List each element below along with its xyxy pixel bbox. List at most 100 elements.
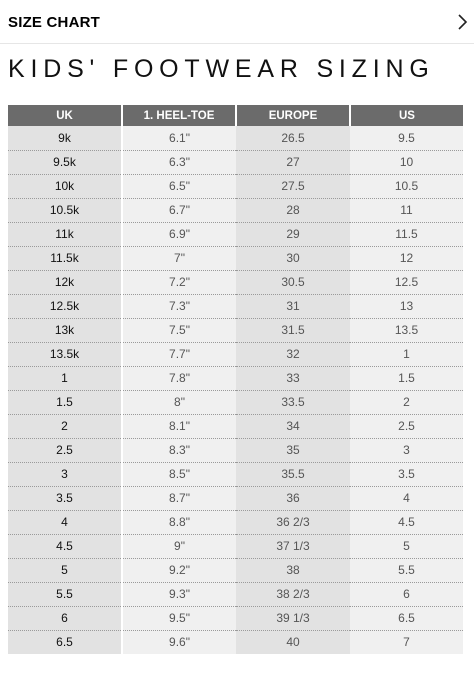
cell-europe: 36 bbox=[236, 486, 350, 511]
cell-europe: 34 bbox=[236, 414, 350, 439]
table-row: 10k 6.5" 27.5 10.5 bbox=[8, 174, 463, 199]
cell-heel-toe: 6.9" bbox=[122, 222, 236, 247]
cell-us: 2.5 bbox=[350, 414, 463, 439]
cell-us: 2 bbox=[350, 390, 463, 415]
cell-us: 11.5 bbox=[350, 222, 463, 247]
cell-europe: 40 bbox=[236, 630, 350, 654]
cell-heel-toe: 9.3" bbox=[122, 582, 236, 607]
cell-uk: 3 bbox=[8, 462, 123, 487]
cell-heel-toe: 9.5" bbox=[122, 606, 236, 631]
cell-heel-toe: 6.7" bbox=[122, 198, 236, 223]
cell-us: 5 bbox=[350, 534, 463, 559]
cell-uk: 10k bbox=[8, 174, 123, 199]
cell-us: 10.5 bbox=[350, 174, 463, 199]
cell-europe: 31 bbox=[236, 294, 350, 319]
table-row: 3.5 8.7" 36 4 bbox=[8, 486, 463, 511]
cell-heel-toe: 7.8" bbox=[122, 366, 236, 391]
cell-europe: 30.5 bbox=[236, 270, 350, 295]
cell-us: 5.5 bbox=[350, 558, 463, 583]
cell-uk: 5.5 bbox=[8, 582, 123, 607]
cell-heel-toe: 7.2" bbox=[122, 270, 236, 295]
table-row: 3 8.5" 35.5 3.5 bbox=[8, 462, 463, 487]
cell-heel-toe: 7.3" bbox=[122, 294, 236, 319]
table-row: 9k 6.1" 26.5 9.5 bbox=[8, 126, 463, 151]
cell-europe: 37 1/3 bbox=[236, 534, 350, 559]
cell-uk: 12.5k bbox=[8, 294, 123, 319]
table-row: 13k 7.5" 31.5 13.5 bbox=[8, 318, 463, 343]
table-row: 5.5 9.3" 38 2/3 6 bbox=[8, 582, 463, 607]
cell-heel-toe: 8.1" bbox=[122, 414, 236, 439]
cell-us: 12.5 bbox=[350, 270, 463, 295]
cell-uk: 9.5k bbox=[8, 150, 123, 175]
cell-europe: 30 bbox=[236, 246, 350, 271]
table-row: 12k 7.2" 30.5 12.5 bbox=[8, 270, 463, 295]
cell-europe: 32 bbox=[236, 342, 350, 367]
cell-heel-toe: 6.3" bbox=[122, 150, 236, 175]
cell-europe: 31.5 bbox=[236, 318, 350, 343]
table-row: 2 8.1" 34 2.5 bbox=[8, 414, 463, 439]
cell-europe: 26.5 bbox=[236, 126, 350, 151]
cell-europe: 33.5 bbox=[236, 390, 350, 415]
cell-uk: 4.5 bbox=[8, 534, 123, 559]
cell-us: 4 bbox=[350, 486, 463, 511]
page-heading: KIDS' FOOTWEAR SIZING bbox=[8, 55, 435, 83]
cell-uk: 3.5 bbox=[8, 486, 123, 511]
cell-uk: 2 bbox=[8, 414, 123, 439]
cell-uk: 5 bbox=[8, 558, 123, 583]
cell-europe: 33 bbox=[236, 366, 350, 391]
cell-heel-toe: 6.1" bbox=[122, 126, 236, 151]
table-row: 12.5k 7.3" 31 13 bbox=[8, 294, 463, 319]
cell-heel-toe: 8.3" bbox=[122, 438, 236, 463]
cell-heel-toe: 7.5" bbox=[122, 318, 236, 343]
cell-heel-toe: 9" bbox=[122, 534, 236, 559]
cell-heel-toe: 6.5" bbox=[122, 174, 236, 199]
cell-uk: 6.5 bbox=[8, 630, 123, 654]
cell-heel-toe: 8.7" bbox=[122, 486, 236, 511]
cell-us: 1.5 bbox=[350, 366, 463, 391]
cell-uk: 13k bbox=[8, 318, 123, 343]
cell-us: 7 bbox=[350, 630, 463, 654]
cell-uk: 6 bbox=[8, 606, 123, 631]
table-row: 13.5k 7.7" 32 1 bbox=[8, 342, 463, 367]
cell-heel-toe: 7.7" bbox=[122, 342, 236, 367]
cell-europe: 35 bbox=[236, 438, 350, 463]
cell-europe: 38 bbox=[236, 558, 350, 583]
size-chart-title: SIZE CHART bbox=[8, 14, 100, 31]
cell-europe: 38 2/3 bbox=[236, 582, 350, 607]
cell-heel-toe: 7" bbox=[122, 246, 236, 271]
cell-us: 13 bbox=[350, 294, 463, 319]
chevron-right-icon[interactable] bbox=[454, 12, 470, 32]
table-row: 4.5 9" 37 1/3 5 bbox=[8, 534, 463, 559]
cell-heel-toe: 8" bbox=[122, 390, 236, 415]
cell-us: 4.5 bbox=[350, 510, 463, 535]
cell-uk: 10.5k bbox=[8, 198, 123, 223]
cell-heel-toe: 8.5" bbox=[122, 462, 236, 487]
column-header-heel-toe: 1. HEEL-TOE bbox=[121, 105, 236, 126]
size-chart-header[interactable]: SIZE CHART bbox=[0, 0, 474, 44]
cell-us: 6.5 bbox=[350, 606, 463, 631]
cell-uk: 2.5 bbox=[8, 438, 123, 463]
cell-us: 12 bbox=[350, 246, 463, 271]
cell-us: 1 bbox=[350, 342, 463, 367]
size-table: UK 1. HEEL-TOE EUROPE US 9k 6.1" 26.5 9.5 9.… bbox=[8, 105, 463, 654]
cell-europe: 27 bbox=[236, 150, 350, 175]
cell-us: 11 bbox=[350, 198, 463, 223]
cell-europe: 27.5 bbox=[236, 174, 350, 199]
table-row: 1 7.8" 33 1.5 bbox=[8, 366, 463, 391]
cell-us: 3 bbox=[350, 438, 463, 463]
table-row: 6 9.5" 39 1/3 6.5 bbox=[8, 606, 463, 631]
cell-us: 6 bbox=[350, 582, 463, 607]
column-header-uk: UK bbox=[8, 105, 122, 126]
table-row: 9.5k 6.3" 27 10 bbox=[8, 150, 463, 175]
table-row: 10.5k 6.7" 28 11 bbox=[8, 198, 463, 223]
table-row: 11.5k 7" 30 12 bbox=[8, 246, 463, 271]
cell-europe: 36 2/3 bbox=[236, 510, 350, 535]
cell-heel-toe: 9.2" bbox=[122, 558, 236, 583]
table-row: 1.5 8" 33.5 2 bbox=[8, 390, 463, 415]
cell-uk: 1 bbox=[8, 366, 123, 391]
cell-us: 9.5 bbox=[350, 126, 463, 151]
table-row: 2.5 8.3" 35 3 bbox=[8, 438, 463, 463]
table-row: 11k 6.9" 29 11.5 bbox=[8, 222, 463, 247]
cell-uk: 11k bbox=[8, 222, 123, 247]
cell-europe: 29 bbox=[236, 222, 350, 247]
